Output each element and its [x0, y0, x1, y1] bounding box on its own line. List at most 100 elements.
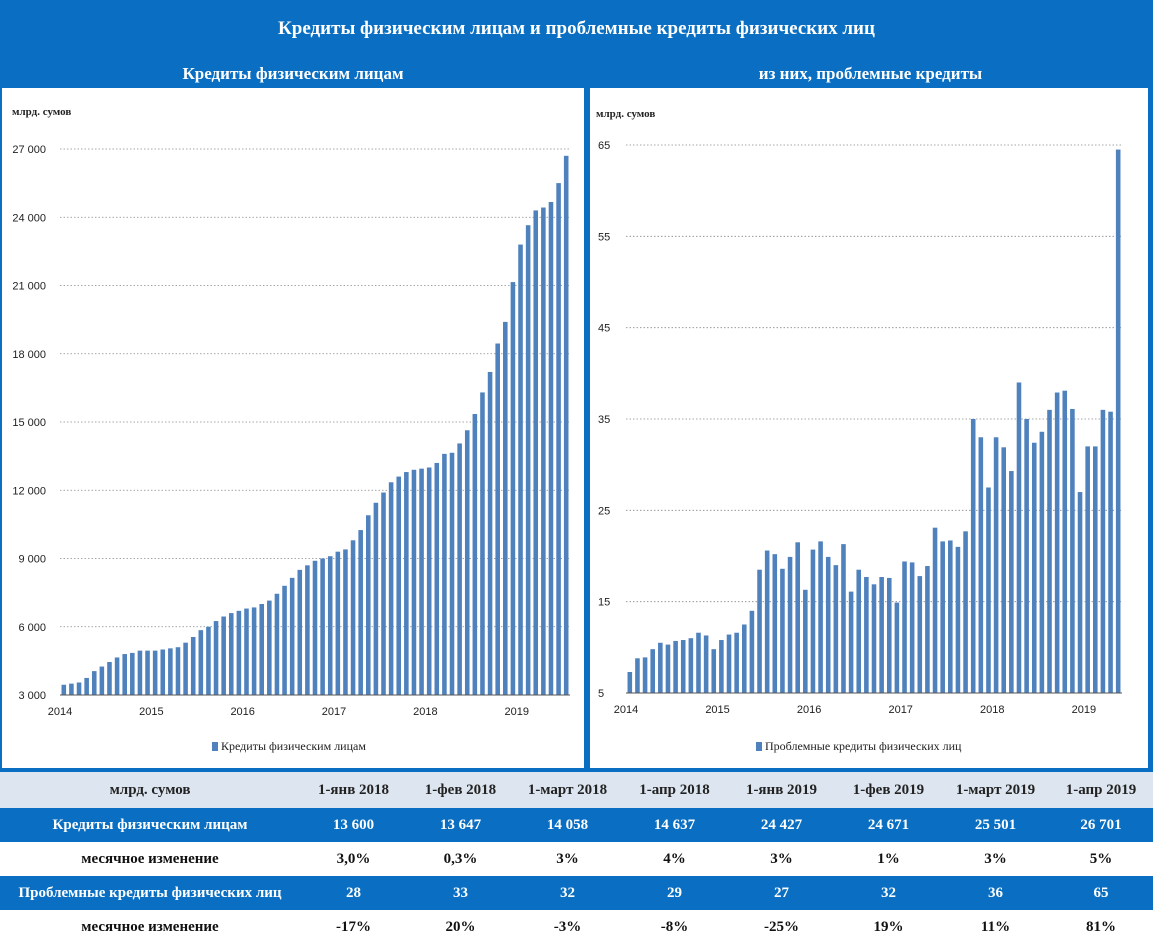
problem-bar [680, 640, 686, 693]
problem-bar [719, 640, 724, 693]
problem-bar [970, 419, 976, 693]
table-column-header: 1-апр 2018 [621, 772, 728, 808]
table-cell: 13 647 [407, 808, 514, 842]
loans-bar [327, 556, 333, 695]
loans-x-tick-label: 2018 [413, 706, 437, 718]
loans-bar [366, 515, 371, 695]
problem-bar [856, 569, 862, 693]
table-column-header: 1-янв 2018 [300, 772, 407, 808]
loans-x-tick-label: 2015 [139, 706, 163, 718]
loans-bar [525, 225, 531, 695]
problem-legend-swatch [756, 742, 762, 751]
loans-bar [541, 207, 546, 695]
problem-bar [1031, 442, 1037, 693]
problem-bar [879, 577, 884, 693]
problem-bar [1016, 382, 1022, 693]
loans-bar [221, 616, 226, 695]
loans-bar [419, 468, 424, 695]
loans-chart-panel: млрд. сумов 3 000 6 000 9 000 12 000 15 000 18… [2, 88, 584, 768]
problem-y-tick-label: 55 [598, 231, 610, 243]
table-column-header: 1-апр 2019 [1049, 772, 1153, 808]
problem-x-tick-label: 2019 [1072, 704, 1096, 716]
loans-bar [213, 621, 219, 695]
loans-chart: млрд. сумов 3 000 6 000 9 000 12 000 15 000 18… [12, 106, 570, 753]
table-cell: 32 [835, 876, 942, 910]
problem-bar [848, 591, 854, 693]
loans-bar [457, 443, 462, 695]
problem-bar [818, 541, 823, 693]
loans-bar [563, 155, 569, 695]
problem-bar [1001, 447, 1007, 693]
loans-bar [472, 414, 478, 695]
problem-bar [1039, 431, 1045, 693]
loans-bar [122, 654, 127, 695]
table-cell: 24 671 [835, 808, 942, 842]
problem-bar [1093, 446, 1098, 693]
loans-y-tick-label: 12 000 [12, 485, 46, 497]
table-cell: 3,0% [300, 842, 407, 876]
loans-x-tick-label: 2017 [322, 706, 346, 718]
table-cell: 27 [728, 876, 835, 910]
table-row-label: месячное изменение [0, 842, 300, 876]
problem-bar [986, 487, 991, 693]
table-row: месячное изменение -17% 20% -3% -8% -25% 19% 11… [0, 910, 1153, 944]
table-column-header: 1-март 2019 [942, 772, 1049, 808]
problem-bar [734, 632, 739, 693]
problem-bar [703, 635, 709, 693]
problem-bar [1115, 149, 1121, 694]
table-cell: -8% [621, 910, 728, 944]
table-row: месячное изменение 3,0% 0,3% 3% 4% 3% 1% 3% 5% [0, 842, 1153, 876]
loans-y-tick-label: 3 000 [18, 690, 46, 702]
loans-bar [289, 577, 295, 695]
problem-y-tick-label: 35 [598, 414, 610, 426]
loans-bar [305, 565, 310, 695]
loans-bar [426, 467, 432, 695]
problem-bar [1009, 471, 1014, 693]
problem-bar [757, 569, 762, 693]
table-cell: 81% [1049, 910, 1153, 944]
loans-bar [107, 662, 112, 695]
table-cell: 14 058 [514, 808, 621, 842]
loans-bar [137, 650, 143, 695]
table-cell: -25% [728, 910, 835, 944]
table-cell: -17% [300, 910, 407, 944]
problem-bar [803, 589, 808, 693]
problem-y-tick-label: 5 [598, 688, 604, 700]
loans-bar [152, 650, 158, 695]
table-cell: 1% [835, 842, 942, 876]
loans-y-tick-label: 9 000 [18, 554, 46, 566]
table-cell: -3% [514, 910, 621, 944]
loans-bar [510, 282, 516, 695]
problem-bar [1062, 390, 1068, 693]
problem-bar [925, 566, 930, 693]
loans-bar [69, 683, 74, 695]
table-row-label: Кредиты физическим лицам [0, 808, 300, 842]
loans-bar [312, 560, 318, 695]
problem-bar [1100, 409, 1106, 693]
loans-bar [396, 476, 402, 695]
problem-bar [787, 556, 793, 693]
problem-bar [1054, 392, 1060, 693]
table-cell: 36 [942, 876, 1049, 910]
loans-bar [495, 343, 500, 695]
problem-legend-label: Проблемные кредиты физических лиц [765, 739, 962, 753]
loans-bar [480, 392, 485, 695]
problem-bar [635, 658, 640, 693]
loans-bar [76, 682, 82, 695]
loans-bar [183, 642, 188, 695]
table-cell: 20% [407, 910, 514, 944]
problem-bar [864, 577, 869, 693]
loans-unit-label: млрд. сумов [12, 106, 71, 118]
problem-bar [795, 542, 800, 693]
loans-bar [267, 600, 272, 695]
problem-bar [711, 649, 717, 693]
table-cell: 19% [835, 910, 942, 944]
problem-bar [1024, 419, 1029, 693]
table-column-header: 1-март 2018 [514, 772, 621, 808]
problem-bar [955, 546, 961, 693]
summary-table: млрд. сумов 1-янв 2018 1-фев 2018 1-март 20… [0, 772, 1153, 944]
loans-y-tick-label: 15 000 [12, 417, 46, 429]
loans-bar [548, 201, 554, 695]
loans-bar [274, 593, 280, 695]
problem-bar [1077, 492, 1083, 693]
